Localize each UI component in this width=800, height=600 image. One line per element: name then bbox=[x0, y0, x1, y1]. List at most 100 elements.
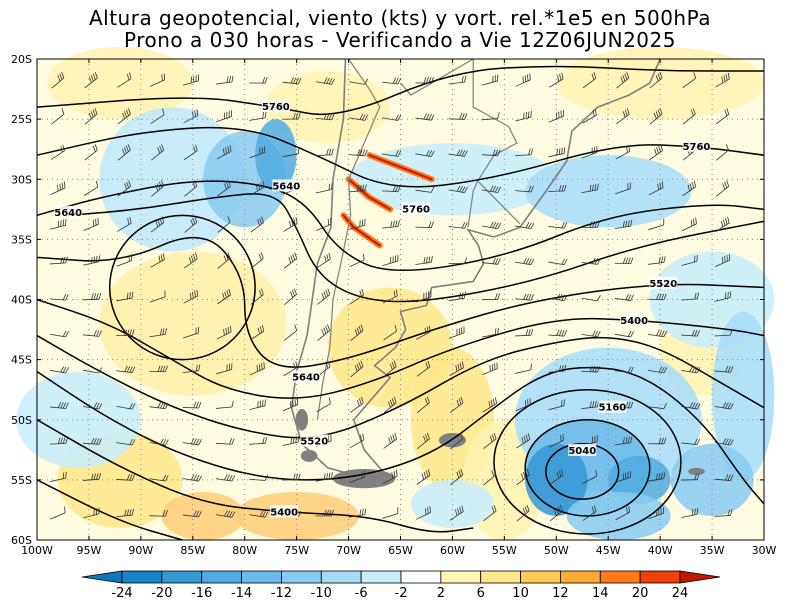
wind-barb-feather bbox=[729, 403, 734, 410]
wind-barb-feather bbox=[594, 330, 599, 337]
wind-barb bbox=[416, 432, 430, 450]
wind-barb-feather bbox=[625, 472, 627, 479]
wind-barb bbox=[84, 107, 98, 125]
wind-barb-feather bbox=[65, 471, 67, 479]
colorbar-label: -2 bbox=[395, 586, 408, 600]
wind-barb-feather bbox=[290, 77, 294, 84]
wind-barb bbox=[49, 256, 68, 265]
wind-barb-staff bbox=[250, 186, 265, 196]
wind-barb-staff bbox=[714, 442, 731, 446]
wind-barb-feather bbox=[592, 184, 594, 191]
lon-label: 30W bbox=[752, 544, 777, 557]
wind-barb-feather bbox=[124, 365, 128, 372]
wind-barb-feather bbox=[359, 290, 362, 297]
wind-barb-feather bbox=[529, 73, 531, 80]
wind-barb-staff bbox=[282, 81, 299, 85]
colorbar-swatch bbox=[440, 570, 482, 584]
wind-barb-feather bbox=[524, 470, 528, 477]
wind-barb-feather bbox=[258, 364, 261, 371]
wind-barb-staff bbox=[249, 152, 265, 159]
wind-barb bbox=[83, 402, 103, 410]
wind-barb-feather bbox=[293, 473, 296, 480]
wind-barb-feather bbox=[691, 509, 694, 516]
wind-barb-feather bbox=[229, 438, 233, 445]
wind-barb bbox=[415, 221, 434, 228]
wind-barb bbox=[581, 365, 601, 373]
wind-barb-staff bbox=[116, 442, 133, 446]
wind-barb-feather bbox=[425, 77, 429, 84]
wind-barb-feather bbox=[494, 75, 496, 82]
wind-barb-feather bbox=[527, 74, 529, 81]
wind-barb bbox=[649, 71, 663, 89]
wind-barb-feather bbox=[497, 293, 501, 300]
wind-barb-staff bbox=[151, 185, 164, 197]
wind-barb-feather bbox=[227, 326, 230, 334]
wind-barb-feather bbox=[131, 254, 133, 261]
wind-barb-staff bbox=[516, 510, 530, 522]
wind-barb-staff bbox=[217, 294, 231, 305]
wind-barb bbox=[315, 77, 335, 85]
wind-barb-feather bbox=[65, 367, 69, 374]
wind-barb-feather bbox=[321, 293, 325, 300]
wind-barb-feather bbox=[694, 366, 698, 373]
wind-barb-feather bbox=[428, 150, 433, 157]
wind-barb-staff bbox=[49, 477, 66, 482]
wind-barb-feather bbox=[162, 365, 166, 372]
wind-barb-feather bbox=[196, 109, 199, 116]
wind-barb-feather bbox=[594, 258, 599, 265]
wind-barb-feather bbox=[359, 509, 362, 516]
wind-barb-feather bbox=[223, 329, 225, 336]
wind-barb-feather bbox=[96, 473, 99, 480]
wind-barb-feather bbox=[628, 505, 631, 513]
wind-barb-feather bbox=[390, 256, 392, 264]
wind-barb-staff bbox=[549, 78, 564, 88]
wind-barb-staff bbox=[448, 118, 465, 120]
wind-barb bbox=[614, 366, 634, 374]
wind-barb-feather bbox=[459, 506, 462, 514]
wind-barb-feather bbox=[727, 72, 730, 80]
wind-barb bbox=[315, 509, 334, 517]
wind-barb bbox=[416, 325, 431, 340]
contour-label-bg bbox=[300, 434, 329, 447]
wind-barb-feather bbox=[226, 111, 228, 119]
wind-barb-feather bbox=[64, 506, 66, 513]
wind-barb-feather bbox=[162, 108, 165, 115]
wind-barb-feather bbox=[331, 509, 334, 517]
wind-barb-feather bbox=[525, 434, 529, 441]
wind-barb-feather bbox=[726, 180, 730, 187]
wind-barb-feather bbox=[259, 510, 264, 517]
wind-barb-feather bbox=[529, 398, 531, 405]
wind-barb-staff bbox=[184, 221, 198, 233]
wind-barb-feather bbox=[325, 326, 329, 333]
wind-barb-feather bbox=[295, 473, 299, 480]
wind-barbs bbox=[49, 71, 734, 522]
wind-barb-feather bbox=[327, 324, 331, 331]
closed-low-contour bbox=[493, 388, 682, 535]
wind-barb-feather bbox=[459, 362, 462, 370]
wind-barb-staff bbox=[382, 260, 398, 267]
wind-barb-feather bbox=[194, 216, 198, 223]
wind-barb-staff bbox=[382, 81, 399, 85]
wind-barb-feather bbox=[295, 436, 297, 443]
wind-barb bbox=[50, 506, 66, 520]
wind-barb bbox=[49, 437, 68, 445]
wind-barb-feather bbox=[722, 402, 727, 408]
wind-barb-staff bbox=[714, 259, 730, 268]
wind-barb-feather bbox=[331, 78, 335, 85]
wind-barb bbox=[117, 72, 132, 88]
height-contour bbox=[36, 126, 765, 188]
wind-barb-staff bbox=[348, 514, 365, 518]
wind-barb-feather bbox=[525, 222, 530, 229]
wind-barb bbox=[116, 402, 136, 410]
wind-barb-feather bbox=[659, 182, 662, 189]
colorbar-label: -16 bbox=[191, 586, 212, 600]
wind-barb-staff bbox=[116, 260, 132, 267]
wind-barb-feather bbox=[458, 328, 460, 335]
wind-barb-feather bbox=[423, 257, 426, 264]
wind-barb-feather bbox=[189, 292, 192, 300]
wind-barb bbox=[348, 149, 368, 157]
wind-barb-feather bbox=[528, 185, 532, 192]
wind-barb-feather bbox=[657, 73, 661, 80]
wind-barb-feather bbox=[424, 398, 428, 405]
wind-barb-feather bbox=[563, 222, 568, 229]
